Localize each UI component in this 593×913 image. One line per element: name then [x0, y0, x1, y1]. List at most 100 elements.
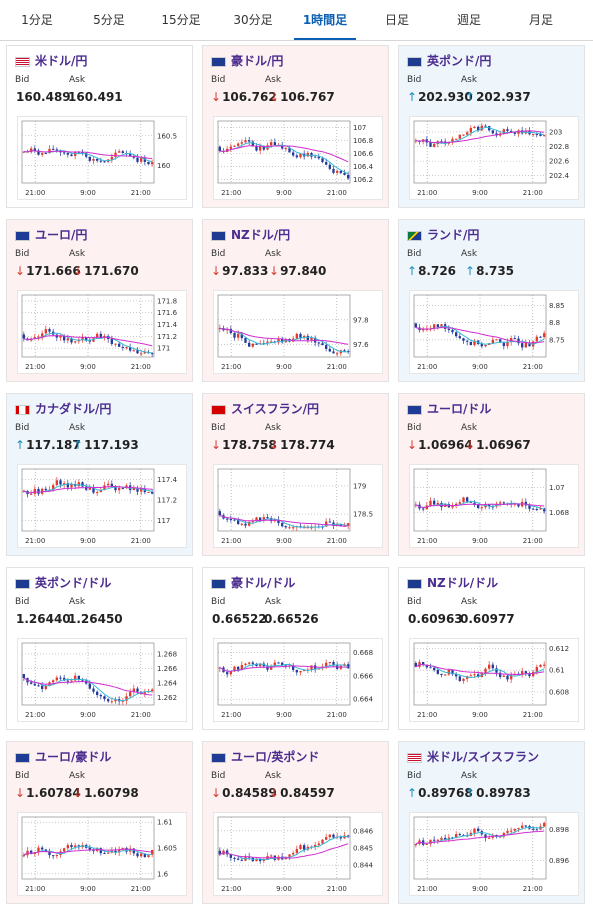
- pair-name[interactable]: NZドル/円: [231, 228, 291, 242]
- ask-label: Ask: [461, 771, 478, 781]
- candle-body: [509, 338, 513, 342]
- tab-6[interactable]: 週足: [456, 13, 481, 27]
- candle-body: [491, 339, 495, 344]
- price-chart[interactable]: 21:00 9:00 21:00 0.612 0.61 0.608: [409, 638, 579, 722]
- currency-card[interactable]: ユーロ/円 Bid Ask ↓171.666 ↓171.670 21:00 9:00 21:0…: [6, 219, 193, 382]
- candle-body: [473, 126, 476, 128]
- candle-body: [273, 142, 277, 146]
- price-chart[interactable]: 21:00 9:00 21:00 97.8 97.6: [213, 290, 383, 374]
- currency-card[interactable]: 英ポンド/円 Bid Ask ↑202.930 ↑202.937 21:00 9:00 21:…: [398, 45, 585, 208]
- currency-card[interactable]: ユーロ/豪ドル Bid Ask ↓1.60784 ↓1.60798 21:00 9:00 21…: [6, 741, 193, 904]
- candle-body: [509, 830, 513, 832]
- ca-jp-flag-icon: [15, 405, 30, 415]
- candle-body: [240, 333, 244, 338]
- price-chart[interactable]: 21:00 9:00 21:00 203 202.8 202.6 202.4: [409, 116, 579, 200]
- y-tick-label: 178.5: [353, 511, 373, 519]
- currency-card[interactable]: ランド/円 Bid Ask ↑8.726 ↑8.735 21:00 9:00 21:00 8.8…: [398, 219, 585, 382]
- pair-name[interactable]: カナダドル/円: [35, 402, 112, 416]
- price-chart[interactable]: 21:00 9:00 21:00 1.07 1.068: [409, 464, 579, 548]
- long-moving-average-line: [219, 514, 349, 527]
- x-tick-label: 21:00: [131, 189, 151, 197]
- y-tick-label: 8.8: [549, 319, 560, 327]
- long-moving-average-line: [219, 327, 349, 345]
- x-tick-label: 21:00: [327, 189, 347, 197]
- price-chart[interactable]: 21:00 9:00 21:00 1.268 1.266 1.264 1.262: [17, 638, 187, 722]
- candle-body: [476, 504, 480, 508]
- currency-card[interactable]: ユーロ/ドル Bid Ask ↓1.06964 ↓1.06967 21:00 9:00 21:…: [398, 393, 585, 556]
- ask-value: 0.60977: [460, 612, 515, 626]
- candle-body: [117, 151, 121, 153]
- pair-name[interactable]: 米ドル/円: [35, 54, 88, 68]
- y-tick-label: 171.8: [157, 297, 177, 305]
- candle-body: [29, 493, 33, 495]
- price-chart[interactable]: 21:00 9:00 21:00 0.898 0.896: [409, 812, 579, 896]
- price-chart[interactable]: 21:00 9:00 21:00 8.85 8.8 8.75: [409, 290, 579, 374]
- price-chart[interactable]: 21:00 9:00 21:00 160.5 160: [17, 116, 187, 200]
- pair-name[interactable]: 英ポンド/ドル: [35, 576, 112, 590]
- currency-card[interactable]: 豪ドル/ドル Bid Ask 0.66522 0.66526 21:00 9:00 21:00…: [202, 567, 389, 730]
- candle-body: [284, 148, 288, 150]
- bid-trend-arrow-icon: ↑: [15, 438, 26, 452]
- x-tick-label: 21:00: [523, 537, 543, 545]
- currency-card[interactable]: 英ポンド/ドル Bid Ask 1.26440 1.26450 21:00 9:00 21:0…: [6, 567, 193, 730]
- candle-body: [321, 343, 324, 346]
- currency-card[interactable]: 米ドル/円 Bid Ask 160.489 160.491 21:00 9:00 21:00 1…: [6, 45, 193, 208]
- pair-name[interactable]: スイスフラン/円: [231, 402, 320, 416]
- pair-name[interactable]: ランド/円: [427, 228, 480, 242]
- ask-value: 171.670: [84, 264, 139, 278]
- tab-4[interactable]: 1時間足: [294, 0, 356, 40]
- candle-body: [487, 664, 491, 669]
- currency-card[interactable]: 豪ドル/円 Bid Ask ↓106.762 ↓106.767 21:00 9:00 21:0…: [202, 45, 389, 208]
- x-tick-label: 21:00: [417, 189, 437, 197]
- tab-3[interactable]: 30分足: [233, 13, 273, 27]
- price-chart[interactable]: 21:00 9:00 21:00 1.61 1.605 1.6: [17, 812, 187, 896]
- x-tick-label: 9:00: [472, 711, 488, 719]
- candle-body: [37, 685, 40, 687]
- price-chart[interactable]: 21:00 9:00 21:00 171.8 171.6 171.4 171.2 171: [17, 290, 187, 374]
- candle-body: [480, 343, 484, 347]
- currency-card[interactable]: 米ドル/スイスフラン Bid Ask ↑0.89768 ↑0.89783 21:00 9:0…: [398, 741, 585, 904]
- currency-card[interactable]: カナダドル/円 Bid Ask ↑117.187 ↑117.193 21:00 9:00 21…: [6, 393, 193, 556]
- currency-card[interactable]: NZドル/円 Bid Ask ↓97.833 ↓97.840 21:00 9:00 21:00…: [202, 219, 389, 382]
- candle-body: [306, 152, 310, 157]
- x-tick-label: 21:00: [25, 711, 45, 719]
- ask-label: Ask: [461, 249, 478, 259]
- candle-body: [114, 699, 117, 702]
- tab-5[interactable]: 日足: [384, 13, 409, 27]
- pair-name[interactable]: ユーロ/英ポンド: [231, 750, 320, 764]
- currency-card[interactable]: NZドル/ドル Bid Ask 0.60963 0.60977 21:00 9:00 21:0…: [398, 567, 585, 730]
- price-chart[interactable]: 21:00 9:00 21:00 0.846 0.845 0.844: [213, 812, 383, 896]
- candle-body: [255, 146, 258, 151]
- price-chart[interactable]: 21:00 9:00 21:00 117.4 117.2 117: [17, 464, 187, 548]
- currency-card[interactable]: ユーロ/英ポンド Bid Ask ↓0.84589 ↓0.84597 21:00 9:00 2…: [202, 741, 389, 904]
- pair-name[interactable]: 豪ドル/円: [231, 54, 284, 68]
- tab-0[interactable]: 1分足: [21, 13, 53, 27]
- pair-name[interactable]: 米ドル/スイスフラン: [427, 750, 540, 764]
- tab-1[interactable]: 5分足: [93, 13, 125, 27]
- candle-body: [495, 668, 498, 673]
- pair-name[interactable]: ユーロ/円: [35, 228, 88, 242]
- candle-body: [539, 664, 542, 667]
- candle-body: [414, 323, 418, 328]
- bid-trend-arrow-icon: ↑: [407, 264, 418, 278]
- currency-card[interactable]: スイスフラン/円 Bid Ask ↓178.758 ↓178.774 21:00 9:00 2…: [202, 393, 389, 556]
- candle-body: [251, 521, 255, 523]
- pair-name[interactable]: 英ポンド/円: [427, 54, 492, 68]
- price-chart[interactable]: 21:00 9:00 21:00 0.668 0.666 0.664: [213, 638, 383, 722]
- price-chart[interactable]: 21:00 9:00 21:00 179 178.5: [213, 464, 383, 548]
- x-tick-label: 21:00: [523, 363, 543, 371]
- pair-name[interactable]: 豪ドル/ドル: [231, 576, 296, 590]
- pair-name[interactable]: ユーロ/豪ドル: [35, 750, 112, 764]
- candle-body: [542, 508, 546, 512]
- candle-body: [121, 346, 125, 348]
- candle-body: [324, 162, 328, 165]
- bid-trend-arrow-icon: ↑: [407, 786, 418, 800]
- gb-us-flag-icon: [15, 579, 30, 589]
- pair-name[interactable]: NZドル/ドル: [427, 576, 499, 590]
- y-tick-label: 106.8: [353, 137, 373, 145]
- pair-name[interactable]: ユーロ/ドル: [427, 402, 492, 416]
- candle-body: [476, 126, 480, 131]
- tab-2[interactable]: 15分足: [161, 13, 201, 27]
- price-chart[interactable]: 21:00 9:00 21:00 107 106.8 106.6 106.4 106.2: [213, 116, 383, 200]
- tab-7[interactable]: 月足: [528, 13, 553, 27]
